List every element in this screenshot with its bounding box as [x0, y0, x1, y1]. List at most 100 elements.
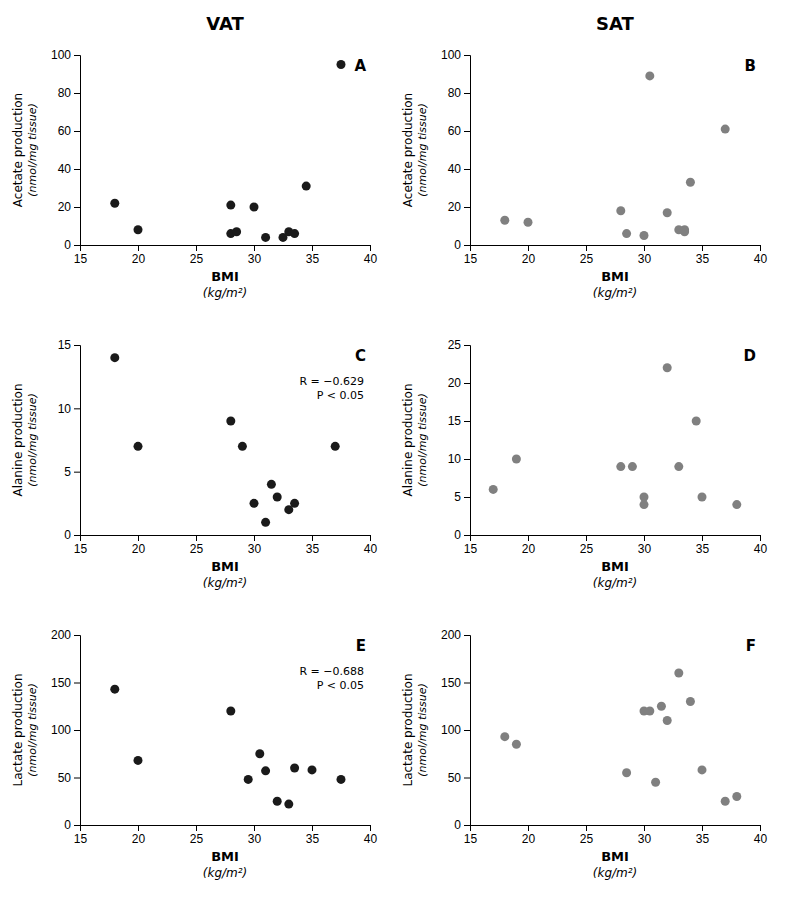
tick-mark: [312, 535, 313, 541]
tick: 200: [441, 628, 470, 642]
point: [134, 442, 143, 451]
tick: 30: [248, 535, 262, 556]
tick-label: 15: [464, 542, 478, 556]
panel-label: F: [746, 637, 756, 655]
tick: 25: [580, 245, 594, 266]
point: [290, 764, 299, 773]
tick-label: 40: [364, 832, 378, 846]
x-axis-label: BMI(kg/m²): [203, 269, 247, 300]
tick-label: 25: [190, 542, 204, 556]
point: [290, 229, 299, 238]
tick-label: 15: [74, 252, 88, 266]
tick-label: 35: [306, 252, 320, 266]
tick-mark: [760, 825, 761, 831]
tick: 30: [638, 535, 652, 556]
tick-mark: [702, 535, 703, 541]
tick-mark: [760, 245, 761, 251]
tick: 20: [522, 245, 536, 266]
y-axis-label: Alanine production(nmol/mg tissue): [401, 383, 429, 496]
tick-label: 35: [306, 542, 320, 556]
tick: 15: [464, 825, 478, 846]
tick-mark: [74, 55, 80, 56]
tick: 20: [132, 825, 146, 846]
y-axis: 0510152025: [448, 338, 471, 542]
tick-label: 200: [51, 628, 71, 642]
point: [226, 707, 235, 716]
tick-mark: [644, 535, 645, 541]
axis-line: [471, 826, 761, 832]
tick: 25: [580, 535, 594, 556]
tick: 0: [454, 238, 470, 252]
axis-line: [464, 346, 471, 536]
tick: 150: [51, 676, 80, 690]
point: [110, 199, 119, 208]
axis-line: [81, 246, 371, 252]
tick-mark: [74, 207, 80, 208]
tick: 10: [58, 402, 80, 416]
tick-mark: [464, 683, 470, 684]
tick-label: 100: [441, 48, 461, 62]
tick-mark: [138, 825, 139, 831]
tick: 25: [190, 825, 204, 846]
tick: 100: [441, 723, 470, 737]
tick-mark: [74, 535, 80, 536]
tick-label: 20: [132, 252, 146, 266]
tick-label: 40: [754, 832, 768, 846]
tick-mark: [644, 825, 645, 831]
panel: 152025303540020406080100Acetate producti…: [11, 48, 377, 299]
tick: 25: [580, 825, 594, 846]
tick-label: 40: [448, 162, 462, 176]
tick-label: 0: [64, 238, 71, 252]
tick: 0: [454, 818, 470, 832]
point: [337, 60, 346, 69]
point: [616, 206, 625, 215]
tick-mark: [464, 93, 470, 94]
tick: 25: [190, 245, 204, 266]
point: [261, 766, 270, 775]
tick-label: 15: [448, 414, 462, 428]
point: [500, 732, 509, 741]
tick-label: 30: [638, 832, 652, 846]
axis-line: [464, 636, 471, 826]
chart: 152025303540020406080100Acetate producti…: [0, 0, 790, 903]
tick: 40: [58, 162, 80, 176]
point: [674, 462, 683, 471]
tick: 15: [58, 338, 80, 352]
point: [628, 462, 637, 471]
tick-label: 40: [364, 252, 378, 266]
point: [308, 765, 317, 774]
point: [250, 499, 259, 508]
tick-mark: [464, 345, 470, 346]
tick-label: 200: [441, 628, 461, 642]
tick-label: 35: [696, 832, 710, 846]
point: [273, 493, 282, 502]
tick-mark: [74, 825, 80, 826]
point: [110, 685, 119, 694]
points: [500, 71, 729, 240]
tick: 35: [306, 245, 320, 266]
point: [663, 363, 672, 372]
point: [500, 216, 509, 225]
tick: 60: [448, 124, 470, 138]
x-axis-label: BMI(kg/m²): [593, 559, 637, 590]
tick-label: 35: [306, 832, 320, 846]
tick-mark: [586, 825, 587, 831]
tick-label: 60: [448, 124, 462, 138]
tick: 20: [132, 245, 146, 266]
point: [226, 417, 235, 426]
tick-mark: [254, 245, 255, 251]
tick-mark: [464, 635, 470, 636]
tick-mark: [370, 535, 371, 541]
tick: 20: [448, 200, 470, 214]
tick-label: 10: [448, 452, 462, 466]
tick-mark: [464, 131, 470, 132]
panel: 152025303540051015Alanine production(nmo…: [11, 338, 377, 589]
axis-line: [471, 246, 761, 252]
tick: 40: [364, 535, 378, 556]
tick-label: 20: [522, 832, 536, 846]
point: [732, 792, 741, 801]
tick-label: 20: [522, 252, 536, 266]
axis-line: [81, 536, 371, 542]
point: [337, 775, 346, 784]
tick-label: 35: [696, 542, 710, 556]
